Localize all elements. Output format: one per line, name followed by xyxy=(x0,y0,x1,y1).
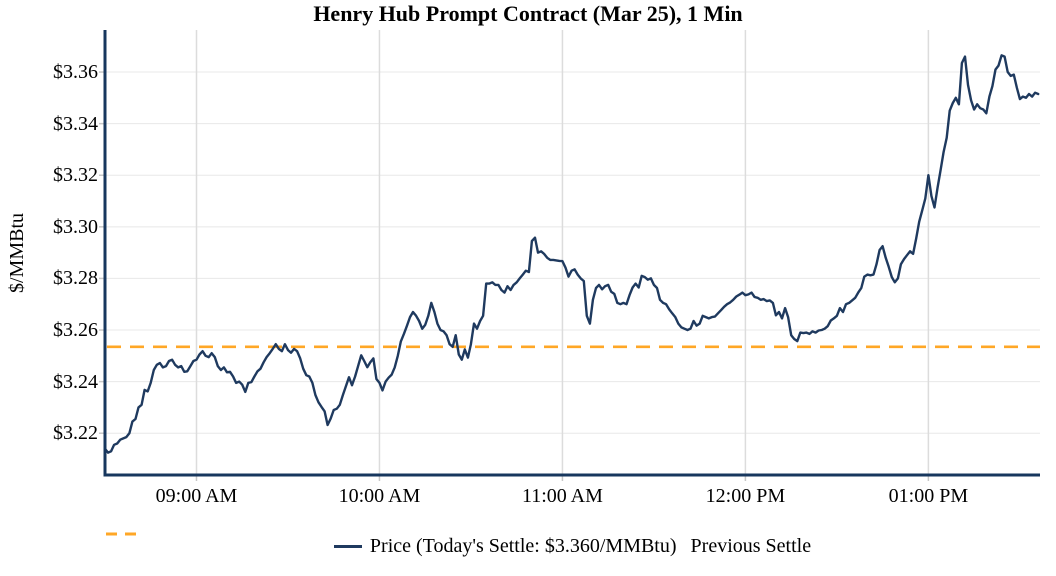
legend-previous-settle-label: Previous Settle xyxy=(690,534,812,557)
x-tick-label: 10:00 AM xyxy=(338,485,421,507)
y-tick-label: $3.28 xyxy=(53,267,98,290)
y-tick-label: $3.22 xyxy=(53,422,98,445)
y-tick-label: $3.36 xyxy=(53,61,98,84)
y-tick-label: $3.30 xyxy=(53,215,98,238)
price-line-swatch xyxy=(333,544,362,548)
y-tick-label: $3.34 xyxy=(53,112,98,135)
x-tick-label: 09:00 AM xyxy=(155,485,238,507)
y-tick-label: $3.26 xyxy=(53,319,98,342)
y-tick-label: $3.24 xyxy=(53,370,98,393)
x-tick-label: 11:00 AM xyxy=(521,485,603,507)
legend-price-label: Price (Today's Settle: $3.360/MMBtu) xyxy=(369,534,677,557)
y-tick-label: $3.32 xyxy=(53,164,98,187)
legend: Price (Today's Settle: $3.360/MMBtu) Pre… xyxy=(105,531,1040,561)
previous-settle-swatch xyxy=(106,532,138,536)
chart-title: Henry Hub Prompt Contract (Mar 25), 1 Mi… xyxy=(313,1,743,26)
x-tick-label: 12:00 PM xyxy=(705,485,786,507)
x-tick-label: 01:00 PM xyxy=(888,485,969,507)
price-line xyxy=(103,54,1040,454)
